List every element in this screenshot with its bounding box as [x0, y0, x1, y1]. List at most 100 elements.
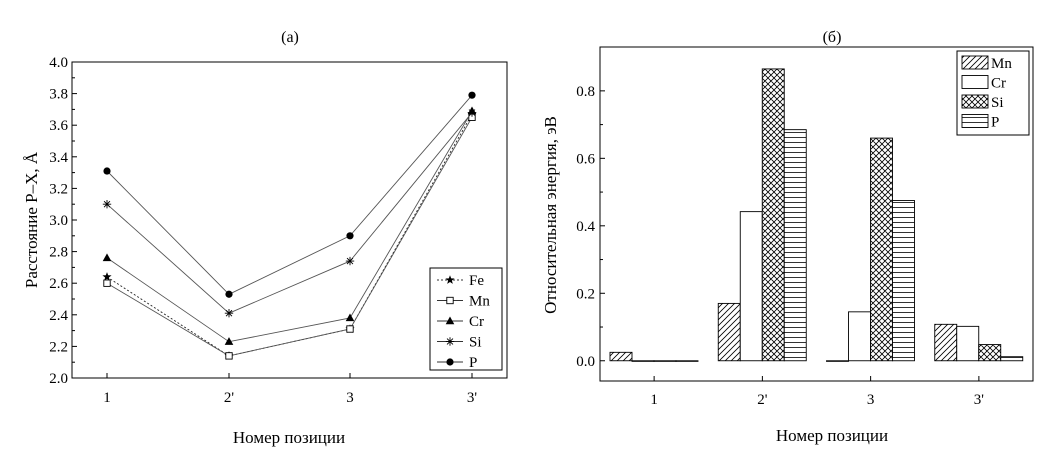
series-cr: [102, 106, 477, 345]
data-point: [225, 352, 233, 360]
bar-series-cr: [631, 211, 980, 362]
x-tick-label: 2': [224, 390, 235, 406]
y-tick-label: 3.0: [49, 213, 68, 229]
series-mn: [103, 113, 476, 360]
bar: [675, 360, 699, 362]
bar: [956, 325, 980, 362]
legend-label: Mn: [991, 56, 1012, 72]
series-line: [106, 112, 473, 314]
bar: [934, 323, 958, 362]
legend-swatch: [961, 94, 989, 109]
x-tick-label: 2': [757, 392, 768, 408]
data-point: [102, 272, 112, 281]
bar: [783, 129, 807, 362]
y-tick-label: 3.6: [49, 118, 68, 134]
y-tick-label: 2.8: [49, 245, 68, 261]
bar-series-mn: [609, 302, 958, 362]
series-line: [106, 94, 473, 295]
legend-label: Fe: [469, 273, 484, 289]
y-tick-label: 2.6: [49, 276, 68, 292]
series-line: [106, 110, 473, 343]
bar: [848, 311, 871, 362]
series-p: [103, 91, 476, 298]
data-point: [468, 91, 476, 99]
data-point: [103, 279, 111, 287]
legend-swatch: [961, 114, 989, 128]
legend-label: Si: [469, 335, 482, 351]
bar: [761, 68, 785, 362]
series-line: [106, 117, 473, 357]
bar-series-si: [653, 68, 1002, 362]
legend-label: Cr: [469, 314, 484, 330]
y-tick-label: 3.4: [49, 150, 68, 166]
legend-marker: [445, 275, 455, 284]
data-point: [225, 290, 233, 298]
bar: [1000, 356, 1024, 362]
legend-swatch: [961, 75, 989, 89]
data-point: [103, 167, 111, 175]
chart-b-y-label: Относительная энергия, эВ: [541, 116, 560, 314]
data-point: [346, 325, 354, 333]
bar: [717, 302, 741, 362]
bar: [892, 200, 915, 362]
chart-b-legend: Mn Cr Si P: [956, 50, 1030, 136]
y-tick-label: 0.8: [576, 84, 595, 100]
x-tick-label: 1: [650, 392, 658, 408]
chart-a-x-label: Номер позиции: [233, 428, 345, 447]
data-point: [345, 256, 355, 266]
x-tick-label: 1: [103, 390, 111, 406]
data-point: [102, 200, 112, 209]
bar: [739, 211, 763, 362]
bar: [609, 351, 633, 362]
y-tick-label: 0.2: [576, 286, 595, 302]
y-tick-label: 2.4: [49, 308, 68, 324]
chart-b-bars: [609, 68, 1024, 362]
chart-a-y-axis: 2.0 2.2 2.4 2.6 2.8 3.0 3.2 3.4 3.6 3.8 4.0: [49, 55, 77, 387]
x-tick-label: 3: [867, 392, 875, 408]
chart-a-series: [102, 91, 477, 360]
data-point: [467, 108, 477, 117]
legend-marker: [445, 316, 455, 325]
bar: [870, 137, 893, 362]
data-point: [102, 253, 112, 262]
chart-a-legend: Fe Mn Cr Si P: [429, 267, 503, 371]
chart-a-title: (a): [281, 29, 299, 46]
data-point: [224, 337, 234, 345]
y-tick-label: 4.0: [49, 55, 68, 71]
legend-label: Cr: [991, 76, 1006, 92]
legend-label: P: [991, 115, 999, 131]
legend-swatch: [961, 55, 989, 70]
chart-a-y-label: Расстояние P–X, Å: [22, 151, 41, 288]
bar: [653, 360, 677, 362]
legend-label: P: [469, 355, 477, 371]
legend-marker: [445, 337, 455, 346]
legend-marker: [446, 296, 454, 305]
y-tick-label: 0.6: [576, 151, 595, 167]
data-point: [346, 232, 354, 240]
data-point: [345, 313, 355, 322]
series-si: [102, 108, 477, 318]
chart-b-energy: (б) 0.0 0.2 0.4 0.6 0.8 1 2' 3 3' Номер позиции…: [541, 29, 1034, 445]
bar: [631, 360, 655, 362]
legend-marker: [446, 358, 454, 366]
x-tick-label: 3: [346, 390, 354, 406]
chart-b-title: (б): [823, 29, 842, 46]
chart-a-distance: (a) 2.0 2.2 2.4 2.6 2.8 3.0 3.2 3.4 3.6 3.8 4.0 1 2…: [22, 29, 508, 447]
x-tick-label: 3': [974, 392, 985, 408]
y-tick-label: 2.0: [49, 371, 68, 387]
series-fe: [102, 109, 477, 360]
data-point: [224, 309, 234, 318]
x-tick-label: 3': [467, 390, 478, 406]
y-tick-label: 3.2: [49, 181, 68, 197]
chart-b-x-label: Номер позиции: [776, 426, 888, 445]
chart-b-y-axis: 0.0 0.2 0.4 0.6 0.8: [576, 84, 605, 370]
y-tick-label: 3.8: [49, 87, 68, 103]
chart-b-plot-frame: [599, 46, 1034, 382]
legend-label: Si: [991, 95, 1004, 111]
y-tick-label: 2.2: [49, 339, 68, 355]
bar: [978, 344, 1002, 362]
y-tick-label: 0.0: [576, 354, 595, 370]
legend-label: Mn: [469, 294, 490, 310]
chart-b-x-axis: 1 2' 3 3': [650, 376, 984, 408]
